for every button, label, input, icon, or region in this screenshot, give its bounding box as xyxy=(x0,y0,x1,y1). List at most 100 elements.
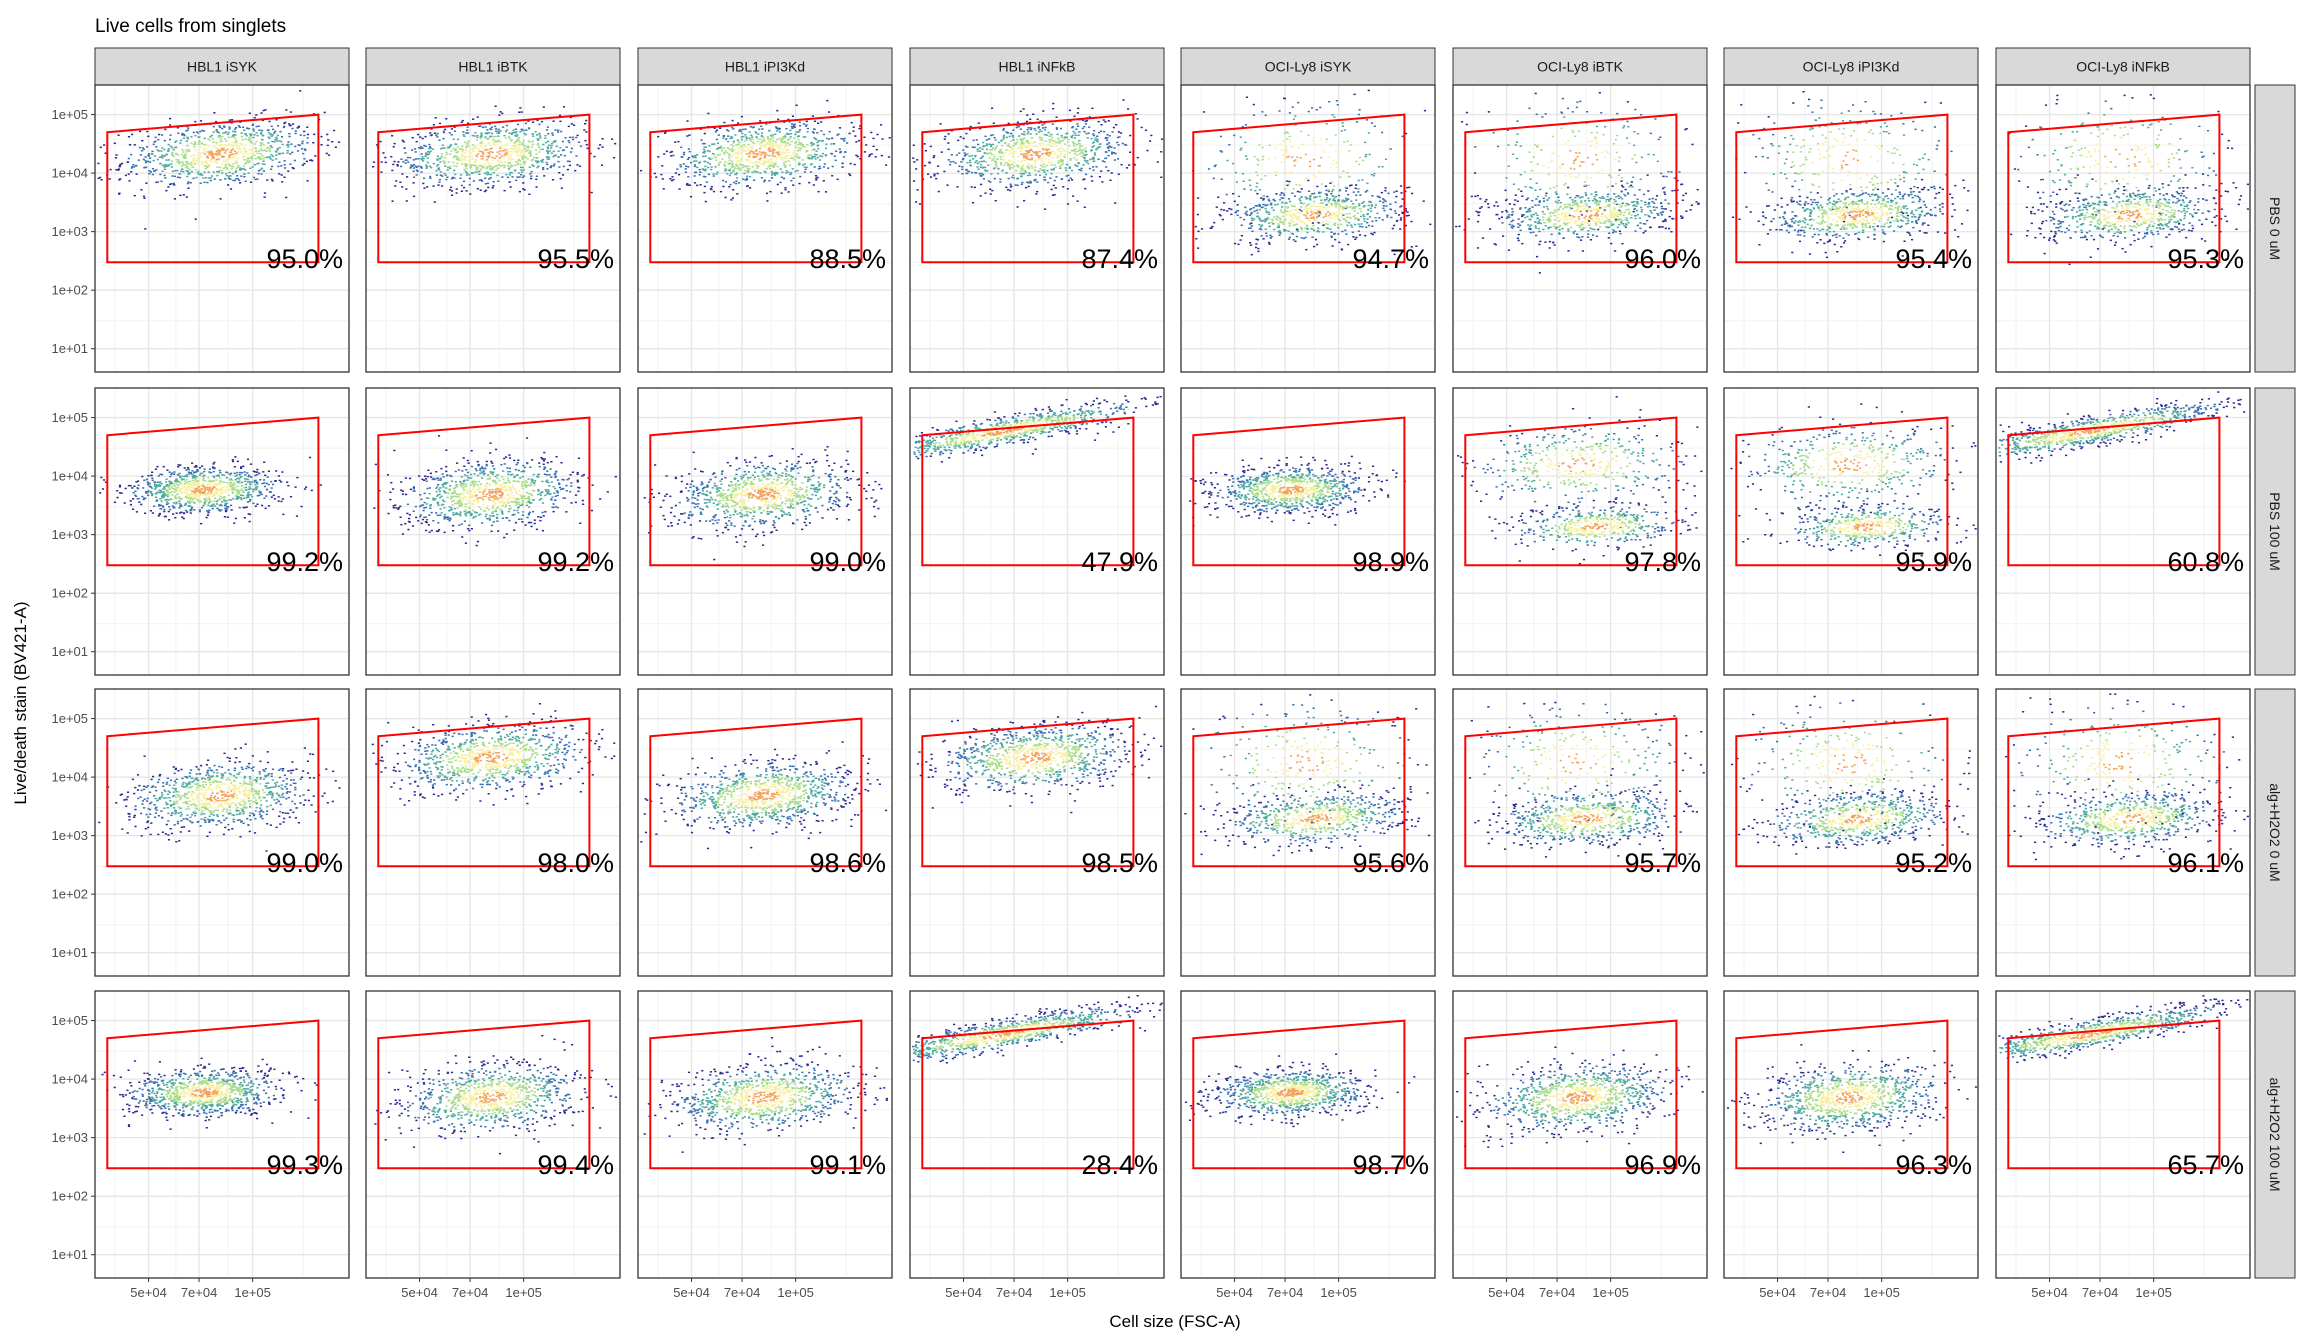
density-points xyxy=(1455,92,1700,274)
panel-oci-ly8-infkb-pbs-0-um: 95.3% xyxy=(1995,84,2251,373)
y-tick-label: 1e+05 xyxy=(51,410,88,425)
x-axis-ticks: 5e+04 7e+04 1e+05 xyxy=(673,1278,814,1300)
x-tick-label: 7e+04 xyxy=(1539,1285,1576,1300)
gate-percentage-label: 95.0% xyxy=(266,244,343,274)
y-tick-label: 1e+01 xyxy=(51,945,88,960)
x-tick-label: 5e+04 xyxy=(673,1285,710,1300)
gate-percentage-label: 99.1% xyxy=(809,1150,886,1180)
column-strip-label: OCI-Ly8 iPI3Kd xyxy=(1803,59,1900,75)
panel-grid-lines xyxy=(366,991,620,1278)
x-axis-ticks: 5e+04 7e+04 1e+05 xyxy=(2031,1278,2172,1300)
column-strip-oci-ly8-infkb: OCI-Ly8 iNFkB xyxy=(1995,47,2251,86)
panel-oci-ly8-ibtk-pbs-0-um: 96.0% xyxy=(1452,84,1708,373)
y-tick-label: 1e+04 xyxy=(51,1072,88,1087)
panel-hbl1-isyk-alg-h2o2-0-um: 99.0% xyxy=(94,688,350,977)
gate-polygon xyxy=(921,113,1135,264)
x-tick-label: 7e+04 xyxy=(996,1285,1033,1300)
density-points xyxy=(1456,1046,1704,1148)
gate-polygon xyxy=(1464,416,1678,567)
panel-grid-lines xyxy=(1453,689,1707,976)
column-strip-label: OCI-Ly8 iNFkB xyxy=(2076,59,2170,75)
x-tick-label: 7e+04 xyxy=(1267,1285,1304,1300)
panel-oci-ly8-infkb-alg-h2o2-0-um: 96.1% xyxy=(1995,688,2251,977)
gate-polygon xyxy=(1735,717,1949,868)
x-tick-label: 1e+05 xyxy=(777,1285,814,1300)
panel-oci-ly8-ipi3kd-pbs-100-um: 95.9% xyxy=(1723,387,1979,676)
y-tick-label: 1e+04 xyxy=(51,469,88,484)
x-tick-label: 1e+05 xyxy=(505,1285,542,1300)
gate-polygon xyxy=(377,717,591,868)
panel-hbl1-ibtk-pbs-100-um: 99.2% xyxy=(365,387,621,676)
gate-polygon xyxy=(1464,113,1678,264)
x-tick-label: 1e+05 xyxy=(1592,1285,1629,1300)
gate-percentage-label: 87.4% xyxy=(1081,244,1158,274)
gate-polygon xyxy=(106,416,320,567)
gate-percentage-label: 99.4% xyxy=(537,1150,614,1180)
y-tick-label: 1e+01 xyxy=(51,644,88,659)
x-tick-label: 1e+05 xyxy=(1320,1285,1357,1300)
gate-percentage-label: 99.3% xyxy=(266,1150,343,1180)
column-strip-oci-ly8-ipi3kd: OCI-Ly8 iPI3Kd xyxy=(1723,47,1979,86)
panel-hbl1-ipi3kd-pbs-0-um: 88.5% xyxy=(637,84,893,373)
density-points xyxy=(99,456,322,525)
gate-percentage-label: 94.7% xyxy=(1352,244,1429,274)
x-tick-label: 7e+04 xyxy=(181,1285,218,1300)
gate-polygon xyxy=(1192,1019,1406,1170)
panel-hbl1-ipi3kd-pbs-100-um: 99.0% xyxy=(637,387,893,676)
row-strip-pbs-100-um: PBS 100 uM xyxy=(2254,387,2296,676)
y-tick-label: 1e+03 xyxy=(51,1130,88,1145)
column-strip-oci-ly8-isyk: OCI-Ly8 iSYK xyxy=(1180,47,1436,86)
gate-percentage-label: 95.2% xyxy=(1895,848,1972,878)
x-axis-ticks: 5e+04 7e+04 1e+05 xyxy=(1759,1278,1900,1300)
row-strip-label: PBS 100 uM xyxy=(2267,492,2283,571)
x-tick-label: 7e+04 xyxy=(1810,1285,1847,1300)
y-tick-label: 1e+04 xyxy=(51,166,88,181)
density-points xyxy=(101,1057,318,1130)
density-points xyxy=(1731,695,1971,865)
density-points xyxy=(643,446,883,561)
panel-oci-ly8-isyk-alg-h2o2-0-um: 95.6% xyxy=(1180,688,1436,977)
y-tick-label: 1e+02 xyxy=(51,1189,88,1204)
gate-polygon xyxy=(921,1019,1135,1170)
gate-polygon xyxy=(1735,113,1949,264)
panel-grid-lines xyxy=(1181,388,1435,675)
density-points xyxy=(371,703,616,806)
panel-oci-ly8-ibtk-alg-h2o2-100-um: 96.9% xyxy=(1452,990,1708,1279)
gate-polygon xyxy=(649,416,863,567)
column-strip-hbl1-ipi3kd: HBL1 iPI3Kd xyxy=(637,47,893,86)
row-strip-alg-h2o2-100-um: alg+H2O2 100 uM xyxy=(2254,990,2296,1279)
gate-polygon xyxy=(2007,113,2221,264)
density-points xyxy=(643,1037,888,1153)
gate-percentage-label: 95.7% xyxy=(1624,848,1701,878)
panel-grid-lines xyxy=(366,689,620,976)
density-points xyxy=(372,105,617,203)
panel-grid-lines xyxy=(95,689,349,976)
column-strip-label: OCI-Ly8 iSYK xyxy=(1265,59,1352,75)
gate-percentage-label: 96.1% xyxy=(2167,848,2244,878)
panel-hbl1-ibtk-alg-h2o2-0-um: 98.0% xyxy=(365,688,621,977)
panel-hbl1-isyk-pbs-0-um: 95.0% xyxy=(94,84,350,373)
x-axis-ticks: 5e+04 7e+04 1e+05 xyxy=(130,1278,271,1300)
gate-polygon xyxy=(1192,717,1406,868)
column-strip-label: HBL1 iSYK xyxy=(187,59,258,75)
gate-percentage-label: 28.4% xyxy=(1081,1150,1158,1180)
gate-polygon xyxy=(2007,1019,2221,1170)
gate-percentage-label: 96.3% xyxy=(1895,1150,1972,1180)
density-points xyxy=(373,435,617,547)
gate-polygon xyxy=(377,416,591,567)
column-strip-hbl1-isyk: HBL1 iSYK xyxy=(94,47,350,86)
gate-polygon xyxy=(1735,416,1949,567)
density-points xyxy=(1189,455,1406,527)
y-tick-label: 1e+01 xyxy=(51,1247,88,1262)
y-tick-label: 1e+05 xyxy=(51,711,88,726)
x-tick-label: 1e+05 xyxy=(2135,1285,2172,1300)
panel-hbl1-ibtk-pbs-0-um: 95.5% xyxy=(365,84,621,373)
panel-hbl1-infkb-pbs-100-um: 47.9% xyxy=(909,387,1165,676)
panel-hbl1-ipi3kd-alg-h2o2-100-um: 99.1% xyxy=(637,990,893,1279)
density-points xyxy=(1468,701,1705,858)
panel-oci-ly8-ibtk-alg-h2o2-0-um: 95.7% xyxy=(1452,688,1708,977)
gate-polygon xyxy=(1464,1019,1678,1170)
gate-polygon xyxy=(1464,717,1678,868)
y-axis-ticks: 1e+01 1e+02 1e+03 1e+04 1e+05 xyxy=(51,107,95,356)
